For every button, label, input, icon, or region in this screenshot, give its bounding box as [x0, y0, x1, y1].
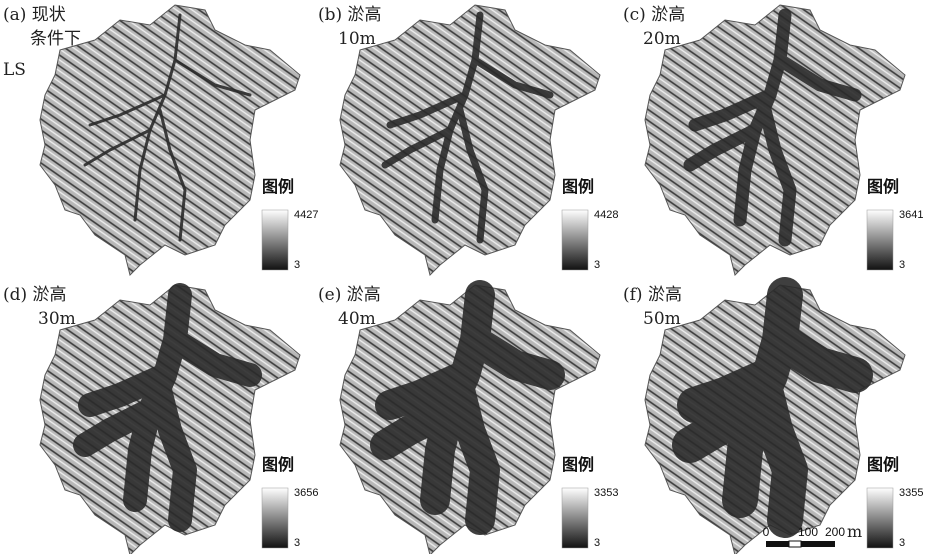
panel: (f) 淤高 50m 图例 3355 3	[623, 285, 923, 554]
legend-title: 图例	[262, 177, 294, 196]
panel-label: (b) 淤高	[318, 5, 382, 25]
panel: (b) 淤高 10m 图例 4428 3	[318, 5, 618, 275]
scale-segment	[789, 541, 801, 547]
legend-title: 图例	[867, 177, 899, 196]
legend-ramp	[262, 210, 288, 270]
legend-ramp	[562, 488, 588, 548]
legend-max: 3353	[594, 487, 618, 499]
legend-min: 3	[294, 537, 300, 549]
legend-max: 4427	[294, 209, 318, 221]
legend-min: 3	[294, 259, 300, 271]
legend-min: 3	[899, 537, 905, 549]
map	[340, 285, 600, 554]
legend-title: 图例	[867, 455, 899, 474]
panel-label-2: 20m	[643, 29, 681, 49]
legend-ramp	[867, 488, 893, 548]
legend-title: 图例	[562, 455, 594, 474]
legend-min: 3	[594, 259, 600, 271]
legend-ramp	[262, 488, 288, 548]
scale-segment	[801, 541, 835, 547]
legend-title: 图例	[262, 455, 294, 474]
panel: (d) 淤高 30m 图例 3656 3	[3, 285, 318, 554]
panel: (c) 淤高 20m 图例 3641 3	[623, 5, 923, 275]
legend-max: 3355	[899, 487, 923, 499]
panel-label: (d) 淤高	[3, 285, 67, 305]
panel-label-2: 条件下	[30, 29, 81, 49]
legend-ramp	[867, 210, 893, 270]
legend-ramp	[562, 210, 588, 270]
panel-label-2: 50m	[643, 309, 681, 329]
panel-label: (c) 淤高	[623, 5, 685, 25]
side-label: LS	[3, 60, 26, 80]
legend-max: 4428	[594, 209, 618, 221]
scale-label: 0	[763, 525, 770, 539]
map	[340, 5, 600, 275]
panel-label-2: 30m	[38, 309, 76, 329]
legend-max: 3641	[899, 209, 923, 221]
map	[645, 5, 905, 275]
legend-min: 3	[899, 259, 905, 271]
scale-segment	[766, 541, 789, 547]
figure: LS (a) 现状条件下图例44273(b) 淤高10m图例44283(c) 淤…	[0, 0, 935, 554]
scale-label: 200	[825, 525, 845, 539]
scale-label: 100	[798, 525, 818, 539]
map	[645, 285, 905, 554]
legend-min: 3	[594, 537, 600, 549]
panel-label: (e) 淤高	[318, 285, 381, 305]
panel-label-2: 10m	[338, 29, 376, 49]
legend-max: 3656	[294, 487, 318, 499]
scale-unit: m	[847, 522, 862, 541]
panel-label: (f) 淤高	[623, 285, 682, 305]
panel-label: (a) 现状	[3, 5, 66, 25]
map	[40, 285, 300, 554]
panel: (e) 淤高 40m 图例 3353 3	[318, 285, 618, 554]
legend-title: 图例	[562, 177, 594, 196]
panel-label-2: 40m	[338, 309, 376, 329]
